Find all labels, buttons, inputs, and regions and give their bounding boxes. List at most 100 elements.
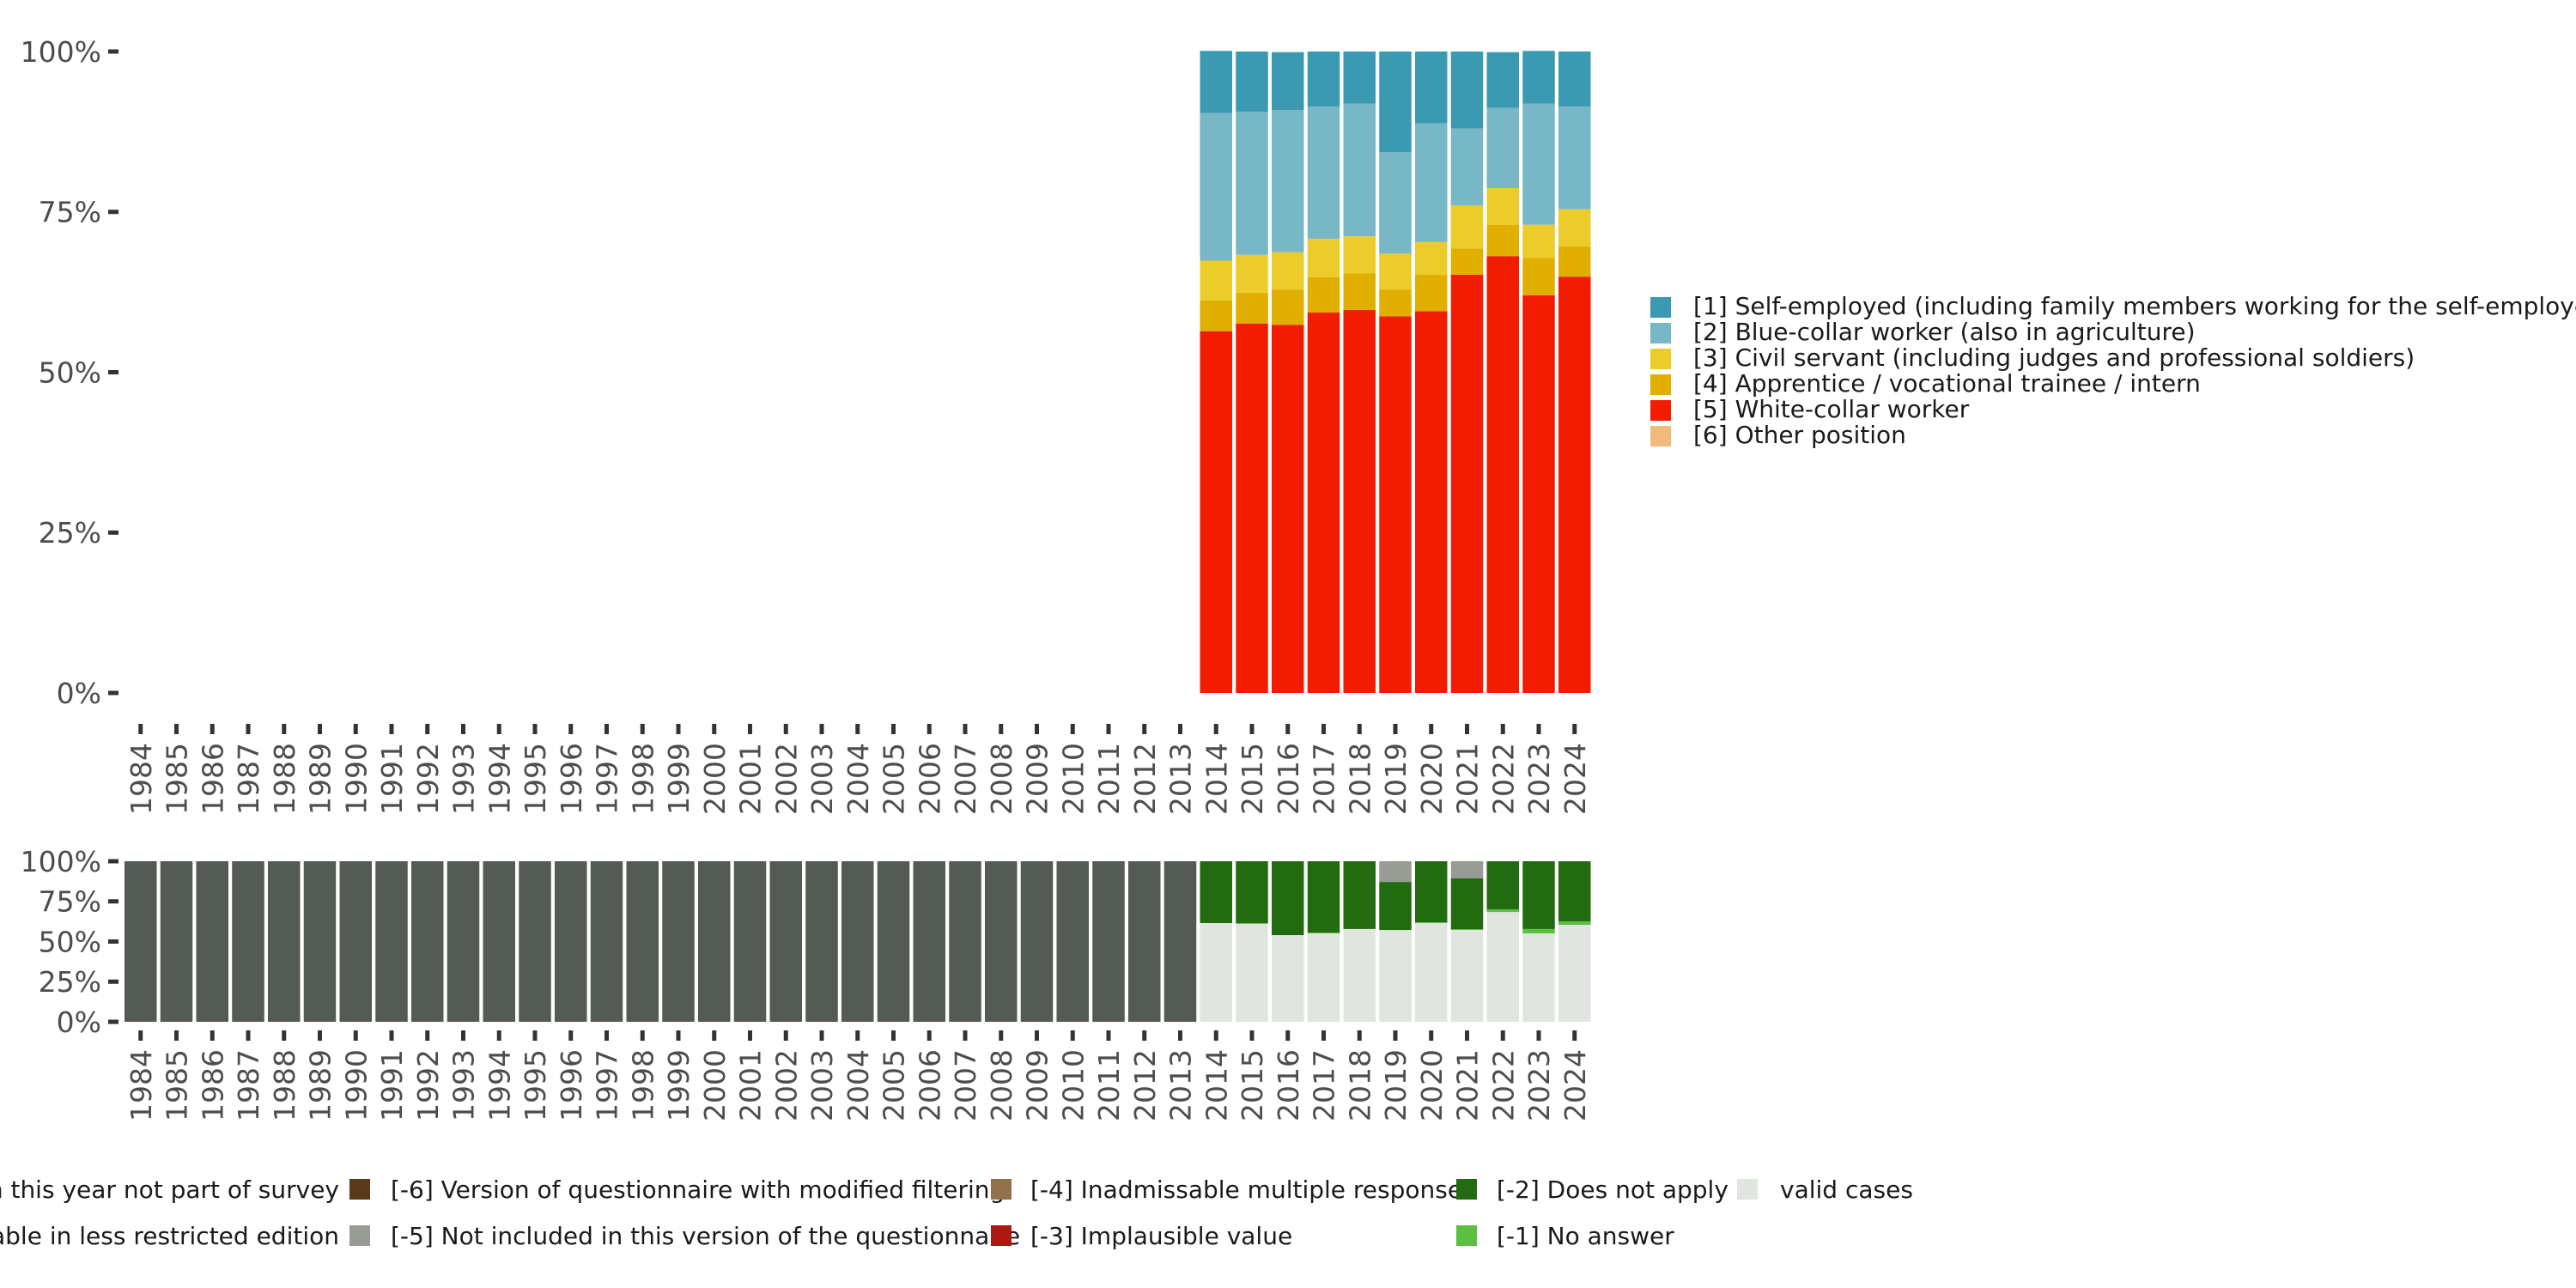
x-tick-label: 2024 xyxy=(1558,1049,1592,1121)
y-tick-mark xyxy=(108,899,118,904)
x-tick-mark xyxy=(640,1030,645,1041)
x-tick-label: 2001 xyxy=(734,743,768,815)
x-tick-label: 1986 xyxy=(196,743,229,815)
bar-segment xyxy=(913,861,945,1022)
legend-label: [-4] Inadmissable multiple response xyxy=(1030,1176,1462,1204)
y-tick-mark xyxy=(108,1019,118,1024)
x-tick-mark xyxy=(1572,1030,1577,1041)
bar-segment xyxy=(1522,258,1555,295)
y-tick-label: 0% xyxy=(57,1005,101,1039)
x-tick-mark xyxy=(927,724,932,734)
x-tick-mark xyxy=(855,1030,860,1041)
bar-segment xyxy=(555,861,587,1022)
x-tick-label: 1988 xyxy=(268,743,301,815)
x-tick-mark xyxy=(353,724,358,734)
x-tick-mark xyxy=(999,1030,1004,1041)
x-tick-label: 1992 xyxy=(411,743,445,815)
bar-segment xyxy=(1450,248,1484,275)
x-tick-label: 2015 xyxy=(1236,1049,1269,1121)
x-tick-label: 1988 xyxy=(268,1049,301,1121)
x-tick-mark xyxy=(1500,1030,1505,1041)
x-tick-label: 2022 xyxy=(1486,743,1520,815)
x-tick-label: 2000 xyxy=(698,743,732,815)
x-tick-label: 2006 xyxy=(913,743,946,815)
bar-segment xyxy=(1307,106,1340,240)
x-tick-mark xyxy=(1465,724,1469,734)
x-tick-mark xyxy=(1393,1030,1398,1041)
x-tick-label: 2010 xyxy=(1056,743,1090,815)
x-tick-label: 2000 xyxy=(698,1049,732,1121)
y-tick-mark xyxy=(108,530,118,535)
bar-segment xyxy=(1450,128,1484,206)
x-tick-label: 2017 xyxy=(1308,743,1341,815)
x-tick-mark xyxy=(891,1030,896,1041)
bar-segment xyxy=(1379,930,1412,1022)
legend-label: [4] Apprentice / vocational trainee / in… xyxy=(1693,369,2201,398)
bar-segment xyxy=(1450,205,1484,249)
x-tick-mark xyxy=(676,724,681,734)
bar-segment xyxy=(1163,861,1197,1022)
bar-segment xyxy=(1486,224,1519,257)
bar-segment xyxy=(1522,103,1555,225)
x-tick-label: 2016 xyxy=(1272,743,1305,815)
x-tick-label: 1993 xyxy=(447,743,481,815)
x-tick-label: 2012 xyxy=(1128,743,1162,815)
x-tick-mark xyxy=(1142,1030,1147,1041)
bar-segment xyxy=(1343,52,1376,104)
bar-segment xyxy=(1092,861,1125,1022)
x-tick-label: 1999 xyxy=(662,743,696,815)
bar-segment xyxy=(1450,52,1484,129)
x-tick-mark xyxy=(1213,724,1218,734)
x-tick-mark xyxy=(1393,724,1398,734)
x-tick-label: 2013 xyxy=(1164,743,1198,815)
x-tick-label: 1990 xyxy=(339,1049,373,1121)
x-tick-mark xyxy=(640,724,645,734)
legend-swatch xyxy=(1456,1179,1477,1200)
x-tick-mark xyxy=(1213,1030,1218,1041)
top-panel: 0%25%50%75%100%1984 1985 1986 1987 1988 1989 1… xyxy=(21,35,1592,815)
bar-segment xyxy=(590,861,623,1022)
bar-segment xyxy=(805,861,838,1022)
x-tick-mark xyxy=(1142,724,1147,734)
y-tick-mark xyxy=(108,49,118,54)
legend-swatch xyxy=(991,1225,1012,1246)
bar-segment xyxy=(1200,300,1232,331)
x-tick-label: 2022 xyxy=(1486,1049,1520,1121)
x-tick-label: 1995 xyxy=(519,1049,552,1121)
x-tick-mark xyxy=(1429,724,1434,734)
bar-segment xyxy=(1343,236,1376,274)
x-tick-mark xyxy=(496,724,501,734)
x-tick-mark xyxy=(748,1030,752,1041)
bar-segment xyxy=(1558,52,1591,107)
bar-segment xyxy=(1307,313,1340,693)
bar-segment xyxy=(1379,152,1412,254)
bar-segment xyxy=(1272,52,1304,110)
legend-label: [-5] Not included in this version of the… xyxy=(391,1222,1020,1250)
x-tick-mark xyxy=(605,724,609,734)
x-tick-mark xyxy=(783,1030,788,1041)
x-tick-mark xyxy=(210,1030,215,1041)
bar-segment xyxy=(1379,289,1412,317)
x-tick-label: 1995 xyxy=(519,743,552,815)
bar-segment xyxy=(1450,861,1484,879)
bar-segment xyxy=(196,861,228,1022)
x-tick-label: 2016 xyxy=(1272,1049,1305,1121)
bar-segment xyxy=(1343,273,1376,311)
legend-swatch xyxy=(1650,349,1671,369)
legend-swatch xyxy=(1650,374,1671,395)
bar-segment xyxy=(1236,292,1268,324)
bar-segment xyxy=(1558,925,1591,1022)
x-tick-mark xyxy=(532,724,538,734)
x-tick-label: 1986 xyxy=(196,1049,229,1121)
x-tick-mark xyxy=(282,1030,287,1041)
x-tick-label: 2006 xyxy=(913,1049,946,1121)
x-tick-label: 1998 xyxy=(626,743,659,815)
x-tick-mark xyxy=(568,724,574,734)
y-tick-mark xyxy=(108,939,118,944)
x-tick-label: 1987 xyxy=(232,743,265,815)
bar-segment xyxy=(1236,861,1268,923)
bar-segment xyxy=(447,861,480,1022)
x-tick-label: 2019 xyxy=(1379,1049,1413,1121)
bar-segment xyxy=(1486,256,1519,693)
bar-segment xyxy=(1307,239,1340,277)
